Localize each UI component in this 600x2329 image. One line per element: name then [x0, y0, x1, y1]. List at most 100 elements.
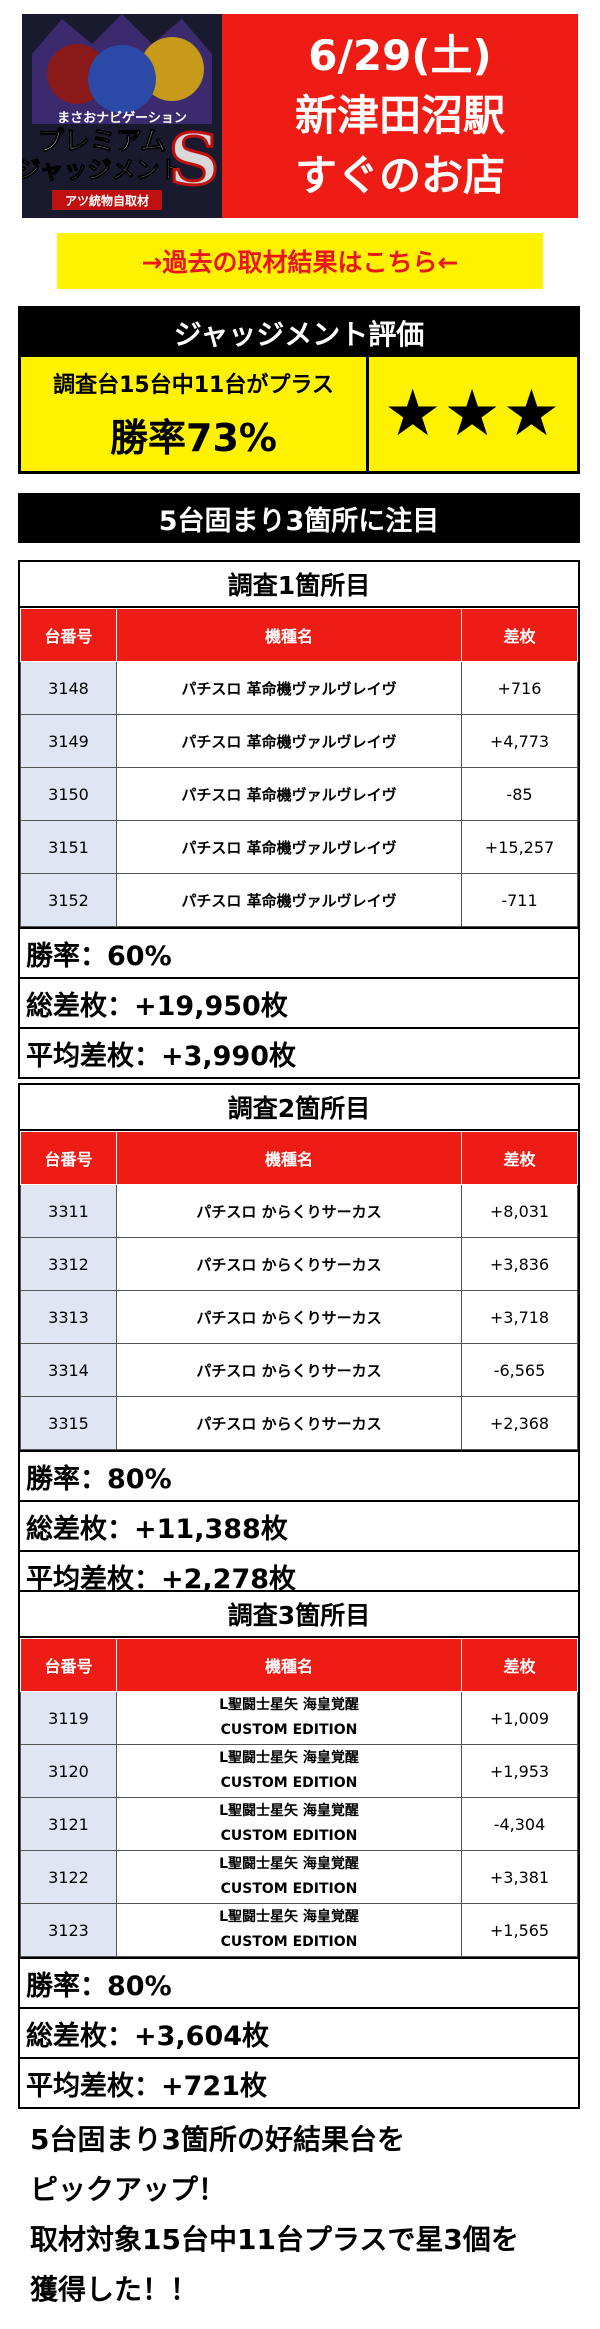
- logo-letter: S: [169, 118, 220, 201]
- machine-diff: +4,773: [461, 714, 578, 768]
- table-row: 3149 パチスロ 革命機ヴァルヴレイヴ +4,773: [20, 714, 578, 768]
- col-header-no: 台番号: [20, 608, 117, 662]
- table-row: 3312 パチスロ からくりサーカス +3,836: [20, 1237, 578, 1291]
- machine-diff: +1,953: [461, 1744, 578, 1798]
- survey-title: 調査3箇所目: [20, 1592, 578, 1638]
- machine-diff: +3,381: [461, 1850, 578, 1904]
- machine-diff: +2,368: [461, 1396, 578, 1450]
- machine-no: 3148: [20, 661, 117, 715]
- machine-model-line2: CUSTOM EDITION: [220, 1828, 358, 1844]
- machine-no: 3151: [20, 820, 117, 874]
- survey-table: 台番号 機種名 差枚 3311 パチスロ からくりサーカス +8,031 331…: [20, 1131, 578, 1450]
- machine-no: 3311: [20, 1184, 117, 1238]
- table-row: 3311 パチスロ からくりサーカス +8,031: [20, 1184, 578, 1238]
- machine-no: 3123: [20, 1903, 117, 1957]
- table-row: 3151 パチスロ 革命機ヴァルヴレイヴ +15,257: [20, 820, 578, 874]
- col-header-model: 機種名: [116, 608, 462, 662]
- machine-no: 3121: [20, 1797, 117, 1851]
- table-row: 3148 パチスロ 革命機ヴァルヴレイヴ +716: [20, 661, 578, 715]
- table-row: 3122 L聖闘士星矢 海皇覚醒 CUSTOM EDITION +3,381: [20, 1850, 578, 1904]
- survey-title: 調査2箇所目: [20, 1085, 578, 1131]
- machine-diff: +8,031: [461, 1184, 578, 1238]
- machine-model-line1: L聖闘士星矢 海皇覚醒: [219, 1750, 359, 1766]
- col-header-model: 機種名: [116, 1131, 462, 1185]
- machine-model-line1: L聖闘士星矢 海皇覚醒: [219, 1856, 359, 1872]
- machine-model: L聖闘士星矢 海皇覚醒 CUSTOM EDITION: [116, 1744, 462, 1798]
- survey-block-1: 調査1箇所目 台番号 機種名 差枚 3148 パチスロ 革命機ヴァルヴレイヴ +…: [18, 560, 580, 1079]
- machine-model: パチスロ からくりサーカス: [116, 1184, 462, 1238]
- logo-line2: ジャッジメント: [22, 156, 183, 184]
- machine-diff: -85: [461, 767, 578, 821]
- survey-table: 台番号 機種名 差枚 3119 L聖闘士星矢 海皇覚醒 CUSTOM EDITIO…: [20, 1638, 578, 1957]
- machine-no: 3314: [20, 1343, 117, 1397]
- machine-no: 3315: [20, 1396, 117, 1450]
- summary-line4: 獲得した！！: [30, 2273, 199, 2306]
- col-header-diff: 差枚: [461, 608, 578, 662]
- machine-model: L聖闘士星矢 海皇覚醒 CUSTOM EDITION: [116, 1691, 462, 1745]
- machine-model: L聖闘士星矢 海皇覚醒 CUSTOM EDITION: [116, 1903, 462, 1957]
- machine-diff: +3,718: [461, 1290, 578, 1344]
- col-header-diff: 差枚: [461, 1131, 578, 1185]
- col-header-diff: 差枚: [461, 1638, 578, 1692]
- machine-no: 3149: [20, 714, 117, 768]
- premium-judgement-logo: まさおナビゲーション プレミアム ジャッジメント S アツ統物自取材: [22, 14, 222, 218]
- machine-model: パチスロ 革命機ヴァルヴレイヴ: [116, 714, 462, 768]
- survey-block-2: 調査2箇所目 台番号 機種名 差枚 3311 パチスロ からくりサーカス +8,…: [18, 1083, 580, 1602]
- logo-line1: プレミアム: [38, 127, 166, 157]
- table-row: 3120 L聖闘士星矢 海皇覚醒 CUSTOM EDITION +1,953: [20, 1744, 578, 1798]
- machine-model-line1: L聖闘士星矢 海皇覚醒: [219, 1909, 359, 1925]
- machine-diff: +3,836: [461, 1237, 578, 1291]
- logo-small-text: まさおナビゲーション: [57, 110, 187, 126]
- section-title: 5台固まり3箇所に注目: [18, 493, 580, 543]
- summary-line3: 取材対象15台中11台プラスで星3個を: [30, 2223, 519, 2256]
- machine-model: パチスロ 革命機ヴァルヴレイヴ: [116, 873, 462, 927]
- machine-diff: +716: [461, 661, 578, 715]
- judgement-summary: 調査台15台中11台がプラス 勝率73%: [21, 357, 369, 471]
- average-diff: 平均差枚：+721枚: [20, 2057, 578, 2107]
- survey-table: 台番号 機種名 差枚 3148 パチスロ 革命機ヴァルヴレイヴ +716 314…: [20, 608, 578, 927]
- machine-no: 3122: [20, 1850, 117, 1904]
- past-results-link[interactable]: →過去の取材結果はこちら←: [57, 233, 543, 289]
- col-header-no: 台番号: [20, 1131, 117, 1185]
- event-date: 6/29(土): [308, 31, 492, 80]
- machine-model-line1: L聖闘士星矢 海皇覚醒: [219, 1697, 359, 1713]
- judgement-box: ジャッジメント評価 調査台15台中11台がプラス 勝率73% ★★★: [18, 306, 580, 474]
- store-note: すぐのお店: [294, 151, 505, 200]
- table-row: 3152 パチスロ 革命機ヴァルヴレイヴ -711: [20, 873, 578, 927]
- machine-no: 3119: [20, 1691, 117, 1745]
- table-row: 3121 L聖闘士星矢 海皇覚醒 CUSTOM EDITION -4,304: [20, 1797, 578, 1851]
- machine-model-line2: CUSTOM EDITION: [220, 1934, 358, 1950]
- machine-no: 3120: [20, 1744, 117, 1798]
- col-header-model: 機種名: [116, 1638, 462, 1692]
- machine-no: 3152: [20, 873, 117, 927]
- machine-model: パチスロ 革命機ヴァルヴレイヴ: [116, 767, 462, 821]
- table-row: 3119 L聖闘士星矢 海皇覚醒 CUSTOM EDITION +1,009: [20, 1691, 578, 1745]
- machine-model: パチスロ 革命機ヴァルヴレイヴ: [116, 820, 462, 874]
- summary-line2: ピックアップ！: [30, 2173, 227, 2206]
- col-header-no: 台番号: [20, 1638, 117, 1692]
- judgement-line1: 調査台15台中11台がプラス: [53, 372, 334, 398]
- total-diff: 総差枚：+3,604枚: [20, 2007, 578, 2057]
- judgement-stars: ★★★: [369, 357, 577, 471]
- survey-title: 調査1箇所目: [20, 562, 578, 608]
- win-rate: 勝率：60%: [20, 927, 578, 977]
- machine-diff: +1,009: [461, 1691, 578, 1745]
- machine-diff: +15,257: [461, 820, 578, 874]
- table-row: 3313 パチスロ からくりサーカス +3,718: [20, 1290, 578, 1344]
- table-row: 3315 パチスロ からくりサーカス +2,368: [20, 1396, 578, 1450]
- machine-model-line1: L聖闘士星矢 海皇覚醒: [219, 1803, 359, 1819]
- machine-model: パチスロ からくりサーカス: [116, 1237, 462, 1291]
- average-diff: 平均差枚：+2,278枚: [20, 1550, 578, 1600]
- machine-model: パチスロ 革命機ヴァルヴレイヴ: [116, 661, 462, 715]
- win-rate: 勝率：80%: [20, 1957, 578, 2007]
- machine-no: 3313: [20, 1290, 117, 1344]
- total-diff: 総差枚：+19,950枚: [20, 977, 578, 1027]
- machine-model: パチスロ からくりサーカス: [116, 1396, 462, 1450]
- table-row: 3150 パチスロ 革命機ヴァルヴレイヴ -85: [20, 767, 578, 821]
- machine-model-line2: CUSTOM EDITION: [220, 1722, 358, 1738]
- table-row: 3123 L聖闘士星矢 海皇覚醒 CUSTOM EDITION +1,565: [20, 1903, 578, 1957]
- survey-block-3: 調査3箇所目 台番号 機種名 差枚 3119 L聖闘士星矢 海皇覚醒 CUSTOM…: [18, 1590, 580, 2109]
- average-diff: 平均差枚：+3,990枚: [20, 1027, 578, 1077]
- header-text: 6/29(土) 新津田沼駅 すぐのお店: [222, 26, 578, 206]
